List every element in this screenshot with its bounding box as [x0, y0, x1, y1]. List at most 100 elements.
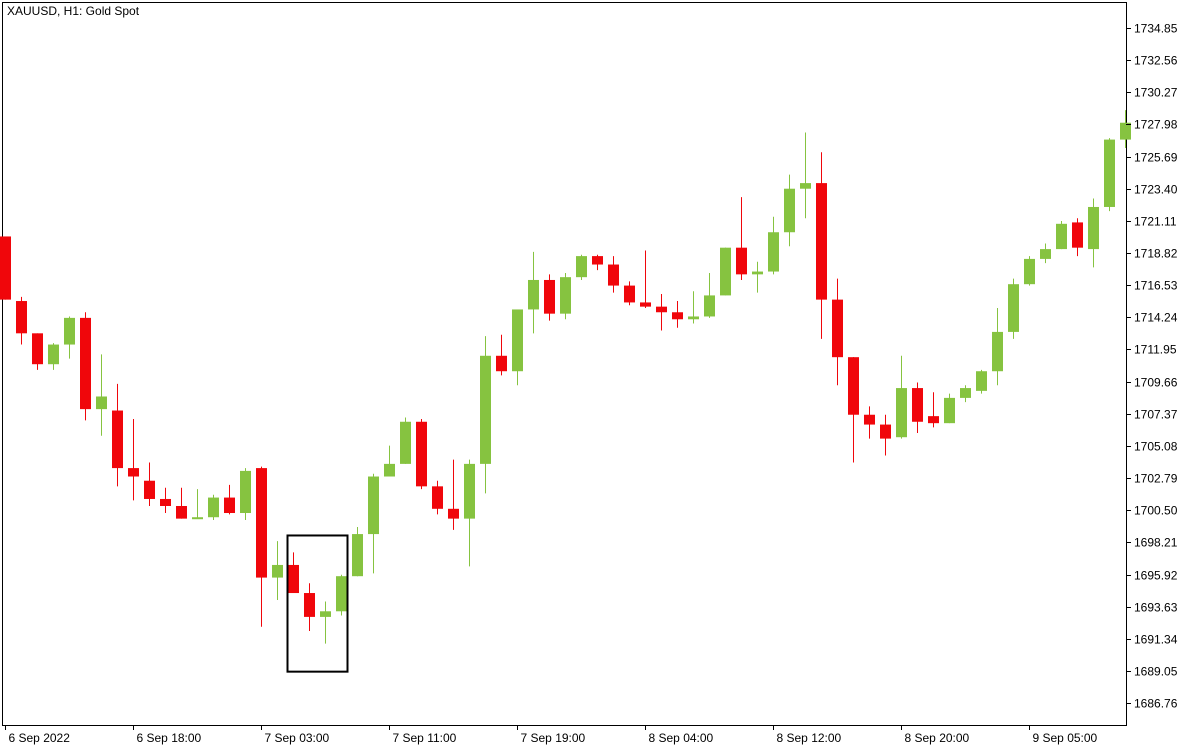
candle-body: [16, 301, 27, 334]
candle-bull: [352, 527, 363, 577]
candle-body: [1040, 249, 1051, 259]
candle-body: [624, 285, 635, 303]
candle-bear: [112, 383, 123, 487]
y-tick-label: 1725.69: [1134, 151, 1178, 165]
candle-body: [512, 309, 523, 372]
candle-body: [448, 508, 459, 519]
candles: [0, 110, 1131, 644]
candle-bear: [256, 466, 267, 627]
y-tick-label: 1691.34: [1134, 633, 1178, 647]
candle-body: [336, 576, 347, 612]
candle-bull: [400, 417, 411, 464]
candle-bull: [512, 309, 523, 386]
candle-body: [560, 277, 571, 314]
candle-body: [112, 410, 123, 469]
candle-body: [848, 357, 859, 415]
candle-body: [720, 247, 731, 296]
candle-bull: [336, 574, 347, 616]
candle-bull: [464, 459, 475, 567]
candle-bear: [160, 487, 171, 514]
candle-bull: [528, 251, 539, 334]
candle-bear: [640, 250, 651, 309]
candle-bear: [864, 406, 875, 439]
highlight-box: [286, 534, 349, 673]
candle-bull: [1040, 243, 1051, 264]
candle-body: [0, 236, 11, 300]
candle-body: [880, 424, 891, 439]
candle-body: [928, 416, 939, 424]
chart-frame: [2, 2, 1127, 726]
x-tick-label: 9 Sep 05:00: [1033, 731, 1098, 745]
candle-bear: [1072, 218, 1083, 257]
candle-body: [176, 505, 187, 519]
candle-bull: [368, 473, 379, 574]
candle-bull: [1088, 198, 1099, 268]
candle-body: [528, 279, 539, 310]
candle-bull: [896, 355, 907, 439]
candle-bear: [672, 301, 683, 328]
candle-bear: [144, 462, 155, 506]
y-tick-label: 1693.63: [1134, 601, 1178, 615]
candle-bear: [176, 487, 187, 519]
candle-bull: [272, 541, 283, 601]
candle-bear: [432, 480, 443, 515]
x-tick-label: 8 Sep 20:00: [905, 731, 970, 745]
candle-body: [400, 421, 411, 464]
candle-body: [944, 397, 955, 424]
y-tick-label: 1700.50: [1134, 504, 1178, 518]
candle-bear: [0, 236, 11, 300]
y-tick-label: 1734.85: [1134, 22, 1178, 36]
candle-body: [128, 468, 139, 477]
candle-bull: [1120, 110, 1131, 149]
candle-bear: [32, 333, 43, 370]
candle-bull: [320, 601, 331, 644]
candle-bull: [1008, 278, 1019, 339]
candle-body: [192, 517, 203, 520]
candle-bull: [784, 174, 795, 247]
candle-bull: [976, 369, 987, 394]
candle-bull: [240, 468, 251, 521]
y-tick-label: 1727.98: [1134, 118, 1178, 132]
candle-bull: [64, 316, 75, 359]
y-tick-label: 1705.08: [1134, 440, 1178, 454]
plot-frame: [2, 2, 1127, 726]
candle-bear: [224, 484, 235, 515]
candle-body: [96, 396, 107, 410]
candle-bull: [480, 336, 491, 494]
candle-bull: [560, 272, 571, 320]
candle-bear: [448, 459, 459, 530]
candle-bull: [992, 308, 1003, 386]
candle-bull: [752, 261, 763, 293]
candle-body: [1072, 222, 1083, 248]
x-tick-label: 8 Sep 12:00: [777, 731, 842, 745]
candle-bull: [96, 354, 107, 436]
y-tick-label: 1707.37: [1134, 408, 1178, 422]
y-tick-label: 1711.95: [1134, 343, 1177, 357]
candle-body: [320, 611, 331, 617]
candle-body: [768, 232, 779, 272]
candle-body: [704, 295, 715, 317]
candle-body: [416, 421, 427, 487]
candle-bear: [656, 294, 667, 331]
highlight-box-layer: [286, 534, 349, 673]
candle-bull: [1024, 256, 1035, 286]
candle-bull: [1056, 221, 1067, 250]
candle-bull: [384, 445, 395, 477]
candle-body: [960, 388, 971, 398]
y-tick-label: 1721.11: [1134, 215, 1177, 229]
candle-body: [1008, 284, 1019, 332]
y-tick-label: 1702.79: [1134, 472, 1178, 486]
candle-body: [368, 476, 379, 535]
candle-bull: [704, 272, 715, 318]
candle-bear: [848, 357, 859, 463]
y-tick-label: 1730.27: [1134, 86, 1178, 100]
candle-bull: [688, 291, 699, 324]
candle-body: [384, 463, 395, 477]
candle-bear: [288, 552, 299, 594]
candle-body: [144, 480, 155, 499]
y-tick-label: 1686.76: [1134, 697, 1178, 711]
candle-bear: [496, 334, 507, 376]
candle-bull: [48, 343, 59, 370]
